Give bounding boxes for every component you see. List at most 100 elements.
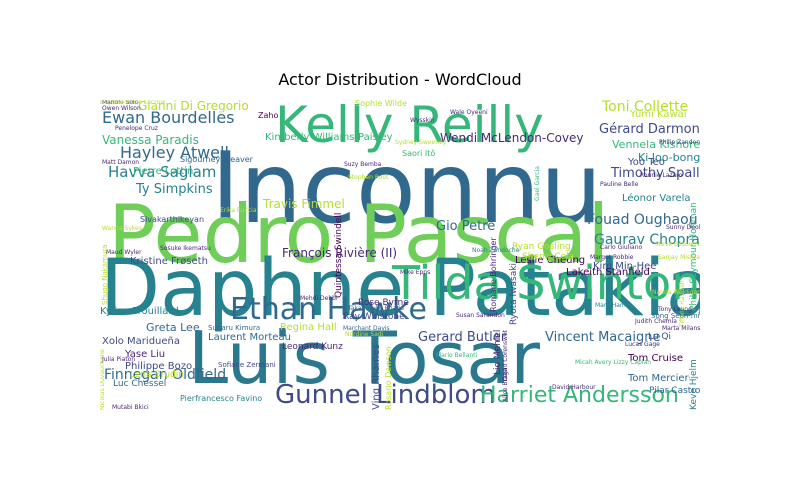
word-52: Kristine Frøseth (130, 256, 208, 267)
word-24: Vincent Macaigne (545, 330, 661, 345)
word-103: Julia Piaton (102, 356, 136, 363)
word-102: Wale Oyeeni (450, 109, 488, 116)
word-90: Steve Buscemi (655, 241, 700, 248)
word-8: Harriet Andersson (480, 383, 679, 408)
word-50: Sherry Cola (522, 252, 575, 262)
word-20: Travis Fimmel (263, 197, 345, 211)
word-18: Vanessa Paradis (102, 133, 199, 147)
word-66: Sivakarthikeyan (140, 215, 205, 224)
word-38: Philippe Bozo (125, 361, 193, 372)
word-85: Margot Robbie (590, 254, 634, 261)
word-0: Inconnu (211, 132, 603, 246)
word-96: Stephen Root (348, 174, 389, 181)
word-72: Sofiane Zermani (218, 361, 276, 369)
word-95: Sunny Deol (666, 224, 700, 231)
word-109: Erika Ruccia (220, 207, 257, 214)
word-108: Tony Leung (658, 306, 692, 313)
word-45: Rose Byrne (358, 298, 409, 308)
word-113: Tiffany Haddish (679, 280, 686, 327)
word-3: Luis Tosar (188, 316, 540, 400)
word-112: David Harbour (552, 384, 596, 391)
word-19: Ty Simpkins (136, 182, 213, 197)
word-93: Philip Zanden (659, 139, 700, 146)
word-46: Regina Hall (280, 322, 337, 333)
word-59: Keve Hjelm (689, 359, 699, 410)
word-98: Owen Wilson (102, 105, 141, 112)
word-33: Lakeith Stanfield (566, 267, 650, 278)
word-107: Nanda Weldigar (652, 289, 700, 296)
word-92: Pauline Belle (600, 181, 639, 188)
word-35: Greta Lee (146, 321, 200, 334)
word-116: Nicolas Duvauchelle (100, 349, 106, 410)
word-32: Kim Min-Hee (593, 261, 657, 272)
word-42: Laurent Morteau (208, 332, 291, 343)
word-26: Wendi McLendon-Covey (440, 131, 584, 145)
word-15: Gaurav Chopra (594, 232, 700, 248)
word-29: Ki Joo-bong (638, 151, 700, 164)
word-1: Pedro Pascal (108, 188, 610, 281)
word-30: Léonor Varela (622, 193, 691, 204)
word-54: Kimberly Williams-Paisley (265, 132, 393, 143)
word-114: Sydney Sweeney (395, 139, 447, 146)
word-27: Yumi Kawai (630, 109, 687, 120)
word-64: Sophie Wilde (355, 100, 407, 108)
word-34: Leslie Cheung (515, 255, 586, 266)
word-49: Ryota Iwasaki (509, 263, 519, 325)
chart-title: Actor Distribution - WordCloud (278, 70, 522, 89)
word-57: Quintessa Swindell (334, 212, 344, 298)
word-40: Tom Mercier (628, 373, 689, 384)
word-37: Yase Liu (125, 349, 166, 360)
word-77: Noah Zandoche (472, 247, 520, 254)
word-39: Tom Cruise (628, 353, 684, 364)
word-25: Finnegan Oldfield (104, 367, 227, 383)
word-17: Gianni Di Gregorio (138, 100, 249, 113)
word-51: Ryan Gosling (512, 242, 571, 252)
word-97: Wysskin (410, 117, 435, 124)
word-83: Mutabi Bkici (112, 404, 149, 411)
word-105: Maud Wyler (106, 249, 142, 256)
word-79: Sosuke Ikematsu (160, 245, 211, 252)
word-21: François Rivière (II) (282, 246, 398, 260)
word-60: Pilar Castro (649, 386, 700, 396)
word-12: Toni Collette (602, 100, 689, 115)
word-118: Daphne Marie Lacroix (100, 100, 166, 106)
word-10: Hayley Atwell (120, 143, 229, 162)
word-13: Gérard Darmon (599, 122, 700, 137)
word-84: Mario Bellanti (436, 352, 478, 359)
word-43: Leonard Kunz (282, 342, 343, 352)
word-63: Pierfrancesco Favino (180, 394, 263, 403)
word-cloud: Inconnu Pedro Pascal Daphne Patakia Luis To… (100, 100, 700, 411)
word-75: Suzy Bemba (344, 161, 382, 168)
word-22: Gio Petré (436, 219, 496, 234)
word-14: Fouad Oughaou (587, 212, 698, 228)
word-11: Havva Saglam (108, 163, 217, 181)
word-87: Judith Chemla (635, 318, 677, 325)
word-100: Matt Damon (102, 159, 140, 166)
word-31: Yoo Teo (628, 157, 665, 168)
word-4: Kelly Reilly (275, 100, 544, 154)
word-69: Rosario Dawson (384, 346, 393, 410)
word-36: Xolo Maridueña (102, 336, 180, 347)
word-68: Saori Itô (402, 149, 436, 158)
word-5: Tilda Swinton (392, 256, 700, 310)
word-74: Penelope Cruz (115, 125, 158, 132)
word-6: Ethan Hawke (230, 292, 427, 327)
word-71: Subaru Kimura (208, 324, 261, 332)
word-62: Song Seon-mi (651, 312, 700, 320)
word-41: Kylian Trouillard (100, 306, 179, 317)
word-117: Carlo Giuliano (600, 244, 643, 251)
word-106: Sanjay Mishra (658, 254, 700, 261)
word-76: Mehdi Dehbi (300, 295, 338, 302)
word-111: David Corenswet (502, 330, 509, 381)
word-9: Ewan Bourdelles (102, 108, 235, 127)
word-101: Wanda Sykes (102, 225, 142, 232)
word-65: Sigourney Weaver (180, 155, 253, 164)
word-104: Gael Garcia (534, 166, 541, 201)
word-94: Marta Milans (662, 325, 700, 332)
word-89: Lucas Gage (625, 341, 660, 348)
word-115: Mike Epps (400, 269, 431, 276)
word-16: Timothy Spall (611, 166, 700, 181)
word-88: Micah Avery Lizzy Caplan (575, 359, 652, 366)
word-47: Ving Rhames (371, 344, 382, 410)
word-86: Mark Hamill (595, 302, 631, 309)
